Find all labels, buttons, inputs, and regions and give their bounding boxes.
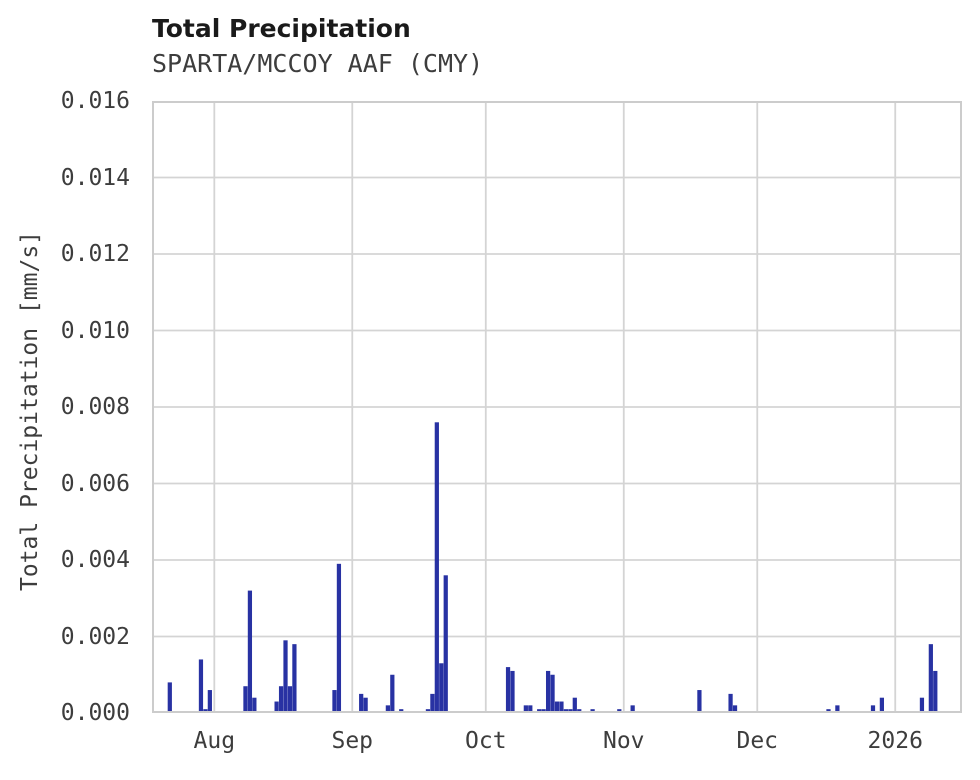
precip-bar [283,640,288,713]
precip-bar [167,682,172,713]
precip-bar [528,705,533,713]
precip-bar [870,705,876,713]
y-tick-label: 0.000 [60,700,130,726]
precip-bar [928,644,933,713]
precip-bar [243,686,248,713]
plot-border [152,101,962,713]
precip-bar [523,705,528,713]
x-tick-label: Oct [465,728,507,754]
precip-bar [933,670,938,713]
precip-bar [359,693,364,713]
precip-bar [198,659,204,713]
precip-bar [287,686,293,713]
precip-bar [919,697,925,713]
precip-bar [554,701,560,713]
precip-bar [545,670,551,713]
plot-svg [152,101,962,713]
x-tick-label: 2026 [867,728,923,754]
precip-bar [430,693,435,713]
precip-bar [630,705,635,713]
precip-bar [697,690,702,713]
y-tick-label: 0.010 [60,317,130,344]
x-tick-label: Sep [331,728,374,754]
precip-bar [363,697,368,713]
precip-bar [274,701,279,713]
precip-bar [505,667,511,713]
y-tick-label: 0.016 [60,88,130,114]
precip-bar [278,686,284,713]
y-tick-label: 0.012 [60,241,130,267]
precip-bar [510,670,515,713]
y-tick-label: 0.004 [60,547,130,573]
precip-bar [443,575,448,713]
precip-bar [434,422,439,713]
chart-title: Total Precipitation [152,14,411,43]
precip-bar [292,644,297,713]
precip-bar [247,590,253,713]
precip-bar [728,693,733,713]
precip-bar [550,674,555,713]
y-tick-label: 0.014 [60,164,130,191]
precip-bar [385,705,390,713]
precip-bar [559,701,564,713]
precip-bar [439,663,444,713]
plot-area [152,101,962,713]
x-tick-label: Nov [602,728,645,754]
precip-bar [252,697,257,713]
x-tick-label: Dec [736,728,779,754]
precip-bar [336,563,342,713]
precip-bar [879,697,885,713]
precip-bar [835,705,840,713]
precip-bar [332,690,337,713]
y-tick-label: 0.006 [60,470,130,497]
precip-bar [390,674,395,713]
x-tick-label: Aug [193,728,236,754]
precip-bar [572,697,577,713]
x-tick-labels: Aug Sep Oct Nov Dec 2026 [152,727,962,761]
y-tick-labels: 0.000 0.002 0.004 0.006 0.008 0.010 0.012 0.014… [0,88,130,726]
y-tick-label: 0.002 [60,623,130,650]
y-tick-label: 0.008 [60,394,130,420]
precip-bar [207,690,212,713]
precip-bar [732,705,738,713]
chart-subtitle: SPARTA/MCCOY AAF (CMY) [152,49,484,78]
